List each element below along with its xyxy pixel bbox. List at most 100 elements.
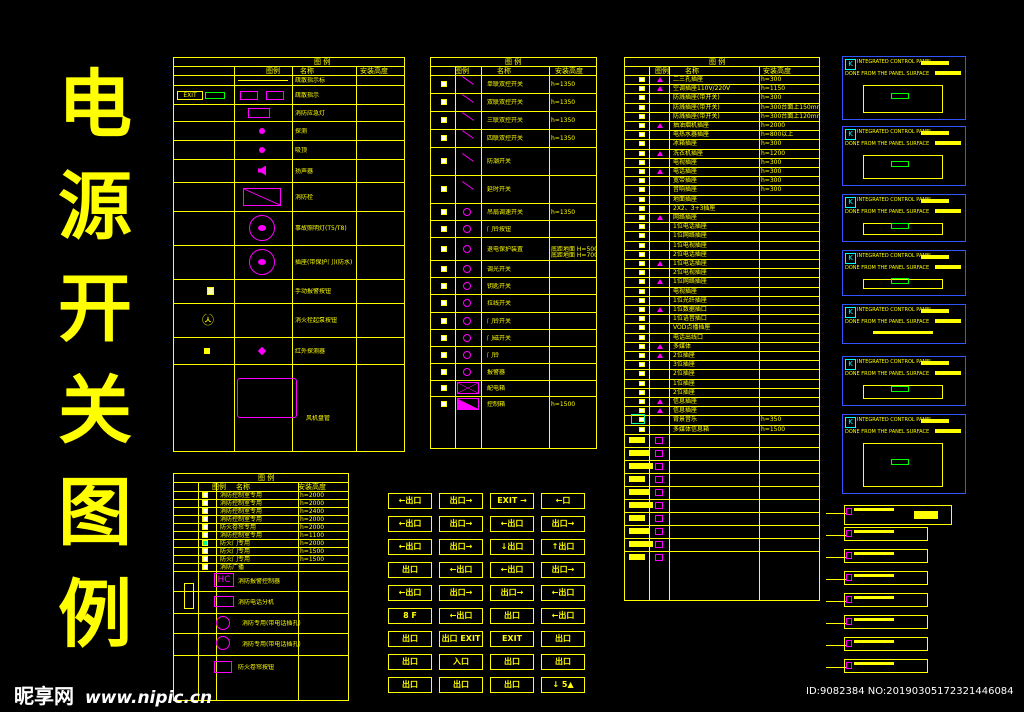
phone-ext-symbol xyxy=(214,596,234,607)
table-cell-name: 消防电话分机 xyxy=(238,599,275,606)
exit-sign: 出口→ xyxy=(490,585,534,601)
table-cell-name: 多媒体信息箱 xyxy=(673,426,710,433)
table-cell-name: 二三孔插座 xyxy=(673,76,704,83)
control-panel: K INTEGRATED CONTROL PANEL DONE FROM THE P… xyxy=(842,56,966,120)
socket-box-symbol xyxy=(639,316,645,321)
table-cell-name: 背景音乐 xyxy=(673,416,698,423)
panel-label-bar xyxy=(935,209,961,213)
table-row-line xyxy=(174,523,348,524)
table-row-line xyxy=(625,425,819,426)
table-cell-name: 1位插座 xyxy=(673,380,695,387)
table-cell-name: 消防栓 xyxy=(295,193,314,201)
table-b-header-install: 安装高度 xyxy=(555,67,583,75)
table-row-line xyxy=(625,473,819,474)
table-cell-name: 门磁开关 xyxy=(487,334,512,342)
socket-box-symbol xyxy=(639,224,645,229)
table-cell-name: 2位插座 xyxy=(673,389,695,396)
table-cell-install: h=1500 xyxy=(761,426,786,433)
table-cell-name: 音响插座 xyxy=(673,186,698,193)
legend-table-b: 图 例 图例 名称 安装高度 单联双控开关 h=1350 双联双控开关 h=1350 三… xyxy=(430,57,597,449)
exit-sign: 出口 xyxy=(439,677,483,693)
detector-symbol xyxy=(259,146,265,153)
switch-symbol xyxy=(463,244,471,253)
info-socket-symbol xyxy=(655,450,663,457)
table-cell-install: h=1150 xyxy=(761,85,786,92)
table-row-line xyxy=(625,222,819,223)
socket-symbol xyxy=(249,249,275,275)
fire-phone-symbol xyxy=(216,616,230,630)
table-cell-name: 1位电视插座 xyxy=(673,242,707,249)
exit-sign: ←出口 xyxy=(439,608,483,624)
panel-title: INTEGRATED CONTROL PANEL xyxy=(857,417,933,423)
watermark-logo-text: 昵享网 xyxy=(14,684,74,708)
panel-subtitle: DONE FROM THE PANEL SURFACE xyxy=(845,371,930,377)
fire-box-symbol xyxy=(202,524,208,530)
socket-symbol xyxy=(657,215,663,220)
info-box-symbol xyxy=(629,528,649,534)
table-cell-name: 控制箱 xyxy=(487,401,506,408)
table-row-line xyxy=(431,277,596,278)
watermark-id: ID:9082384 NO:20190305172321446084 xyxy=(806,686,1014,697)
panel-label-bar xyxy=(921,131,949,135)
table-cell-name: 报警器 xyxy=(487,368,506,376)
switch-symbol xyxy=(463,333,471,342)
switch-line-symbol xyxy=(461,94,475,103)
detail-text-bar xyxy=(914,511,938,519)
switch-box-symbol xyxy=(441,245,447,252)
table-cell-install: h=1350 xyxy=(551,81,576,88)
table-cell-name: 1位网络插座 xyxy=(673,232,707,239)
table-cell-name: 退电保护装置 xyxy=(487,245,524,253)
socket-symbol-core xyxy=(258,259,266,265)
detail-leader xyxy=(826,557,846,558)
exit-sign: 出口 xyxy=(541,654,585,670)
table-cell-name: 配电箱 xyxy=(487,385,506,392)
detail-text-bar xyxy=(854,662,894,665)
table-cell-name: 拉线开关 xyxy=(487,300,512,307)
control-panel: K INTEGRATED CONTROL PANEL DONE FROM THE P… xyxy=(842,414,966,494)
table-row-line xyxy=(431,203,596,204)
exit-sign: 出口 xyxy=(388,677,432,693)
table-cell-install: h=300 xyxy=(761,186,782,193)
table-cell-name: 网络插座 xyxy=(673,214,698,221)
info-socket-symbol xyxy=(655,528,663,535)
detector-symbol xyxy=(259,127,265,134)
hydrant-button-symbol: ㉦ xyxy=(202,314,215,326)
table-row-line xyxy=(625,360,819,361)
table-row-line xyxy=(174,245,404,246)
table-cell-name: 消防控制室专用 xyxy=(220,508,263,515)
socket-symbol xyxy=(657,77,663,82)
table-row-line xyxy=(625,213,819,214)
table-a-header-name: 名称 xyxy=(300,67,314,75)
info-socket-symbol xyxy=(655,489,663,496)
table-cell-name: 门铃按钮 xyxy=(487,225,512,233)
socket-symbol xyxy=(657,344,663,349)
table-row-line xyxy=(174,337,404,338)
panel-label-bar xyxy=(873,331,933,334)
table-cell-name: 事故照明灯(T5/T8) xyxy=(295,225,347,232)
table-cell-install: 底距地面 H=700 xyxy=(551,251,597,259)
info-box-symbol xyxy=(629,450,649,456)
detail-text-bar xyxy=(854,508,894,511)
table-row-line xyxy=(625,121,819,122)
hc-symbol: HC xyxy=(214,573,234,587)
exit-sign: 出口 EXIT xyxy=(439,631,483,647)
detail-text-bar xyxy=(854,618,894,621)
table-cell-name: 消防报警控制器 xyxy=(238,578,281,585)
table-row-line xyxy=(174,531,348,532)
table-cell-name: 抽油烟机插座 xyxy=(673,122,710,129)
fire-box-symbol xyxy=(202,508,208,514)
panel-wiring xyxy=(863,85,943,113)
detail-frame xyxy=(844,593,928,607)
table-cell-name: 消防应急灯 xyxy=(295,109,326,117)
table-header-line xyxy=(431,66,596,67)
table-row-line xyxy=(625,296,819,297)
table-row-line xyxy=(625,139,819,140)
table-row-line xyxy=(174,515,348,516)
table-row-line xyxy=(625,512,819,513)
table-cell-name: 消火栓起泵按钮 xyxy=(295,317,338,324)
table-cell-name: 1位数据插口 xyxy=(673,306,707,313)
table-cell-name: 门铃 xyxy=(487,351,500,359)
exit-sign: 出口→ xyxy=(439,539,483,555)
socket-box-symbol xyxy=(639,187,645,192)
info-box-symbol xyxy=(629,476,645,482)
